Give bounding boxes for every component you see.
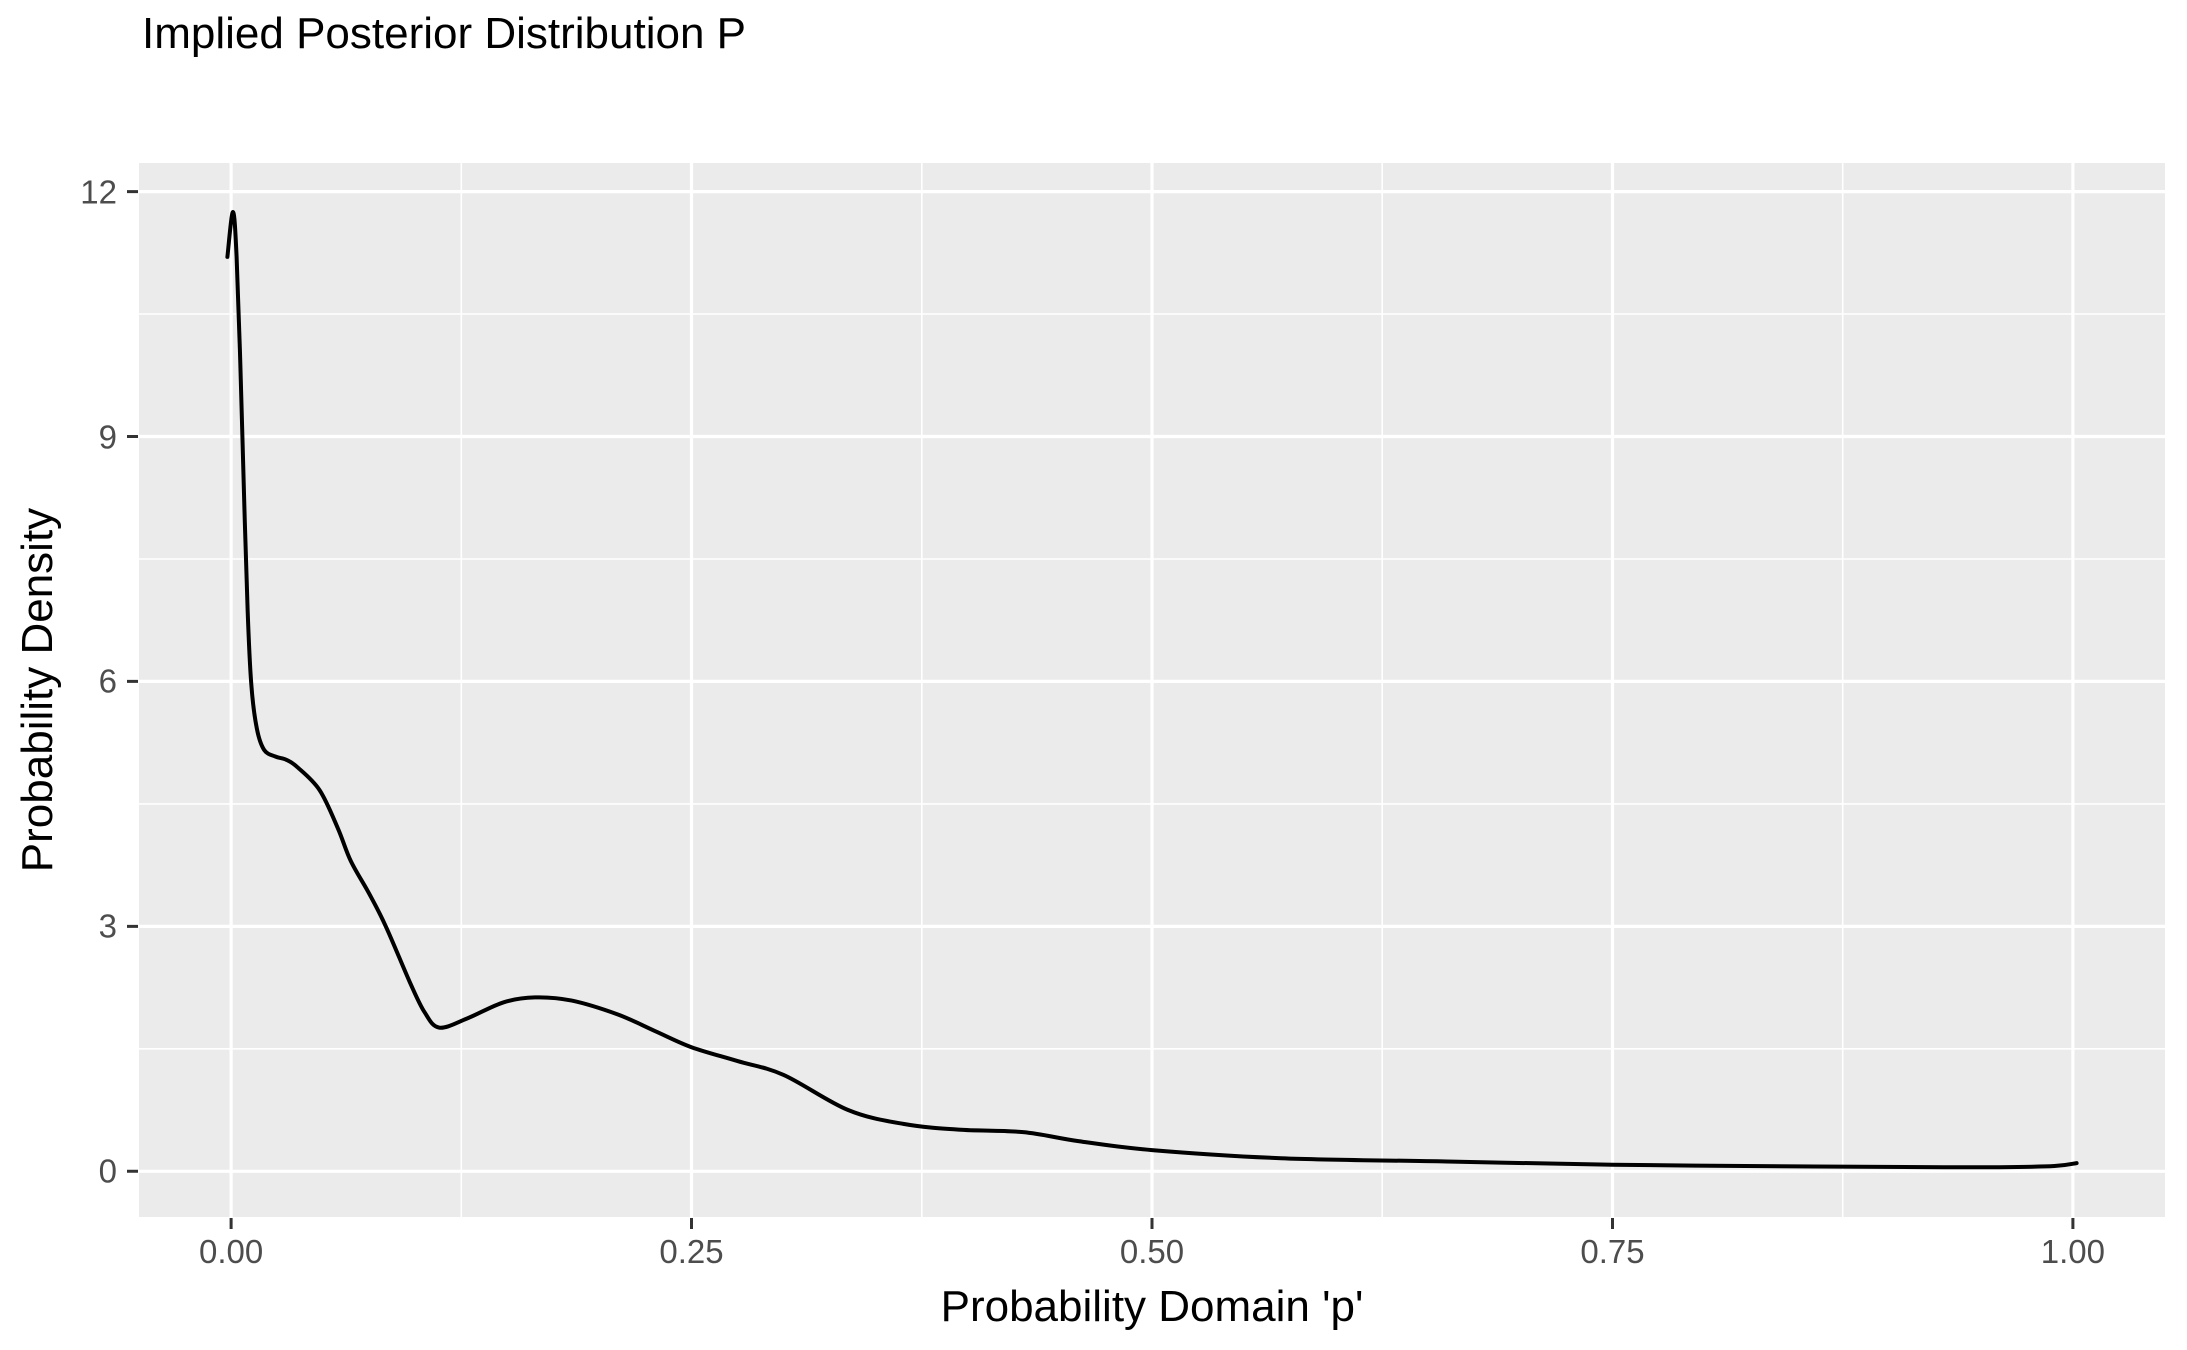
y-axis-title: Probability Density [13, 507, 62, 873]
x-tick-label: 0.25 [659, 1233, 724, 1270]
x-tick-label: 0.75 [1580, 1233, 1645, 1270]
y-tick-label: 3 [98, 907, 117, 945]
x-axis-title: Probability Domain 'p' [940, 1282, 1364, 1331]
density-curve [225, 210, 2079, 1170]
y-tick-label: 6 [98, 662, 117, 700]
x-tick-label: 0.00 [198, 1233, 264, 1270]
y-tick-label: 9 [98, 418, 117, 455]
x-tick-label: 1.00 [2040, 1233, 2106, 1270]
x-tick-label: 0.50 [1119, 1233, 1185, 1270]
chart-title: Implied Posterior Distribution P [142, 9, 747, 58]
major-gridlines [139, 163, 2165, 1217]
y-tick-label: 0 [98, 1152, 117, 1190]
axis-tick-marks [127, 190, 2075, 1229]
y-tick-label: 12 [80, 173, 117, 211]
